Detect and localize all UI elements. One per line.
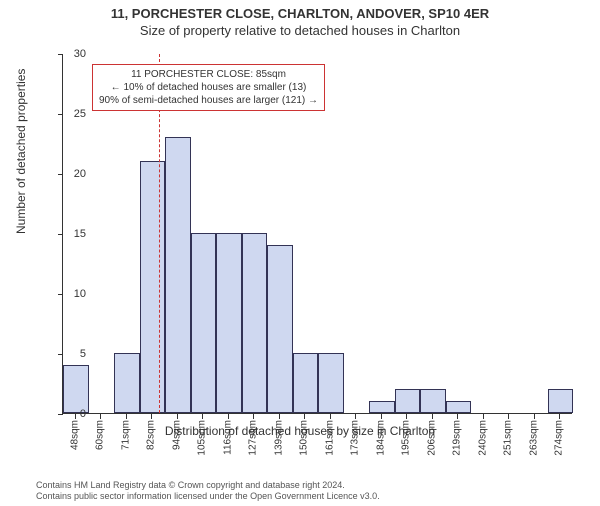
ytick-label: 0 xyxy=(46,408,86,420)
bar xyxy=(318,353,344,413)
xtick-mark xyxy=(151,414,152,419)
bar xyxy=(216,233,242,413)
xtick-mark xyxy=(330,414,331,419)
xtick-mark xyxy=(508,414,509,419)
xtick-mark xyxy=(228,414,229,419)
xtick-mark xyxy=(202,414,203,419)
annotation-line: 90% of semi-detached houses are larger (… xyxy=(99,94,318,107)
footer-line2: Contains public sector information licen… xyxy=(36,491,380,502)
ytick-label: 5 xyxy=(46,348,86,360)
xtick-mark xyxy=(534,414,535,419)
bar xyxy=(369,401,395,413)
xtick-mark xyxy=(177,414,178,419)
xtick-mark xyxy=(126,414,127,419)
ytick-label: 30 xyxy=(46,48,86,60)
footer-line1: Contains HM Land Registry data © Crown c… xyxy=(36,480,380,491)
bar xyxy=(140,161,166,413)
xtick-mark xyxy=(406,414,407,419)
bar xyxy=(114,353,140,413)
x-axis-label: Distribution of detached houses by size … xyxy=(0,424,600,438)
xtick-mark xyxy=(304,414,305,419)
page-title-line2: Size of property relative to detached ho… xyxy=(0,23,600,38)
xtick-mark xyxy=(279,414,280,419)
annotation-line: ← 10% of detached houses are smaller (13… xyxy=(99,81,318,94)
chart-container: 11 PORCHESTER CLOSE: 85sqm← 10% of detac… xyxy=(62,54,572,414)
xtick-mark xyxy=(559,414,560,419)
annotation-box: 11 PORCHESTER CLOSE: 85sqm← 10% of detac… xyxy=(92,64,325,111)
footer-attribution: Contains HM Land Registry data © Crown c… xyxy=(36,480,380,503)
xtick-mark xyxy=(432,414,433,419)
ytick-label: 10 xyxy=(46,288,86,300)
xtick-mark xyxy=(381,414,382,419)
xtick-mark xyxy=(100,414,101,419)
xtick-mark xyxy=(355,414,356,419)
bar xyxy=(548,389,574,413)
xtick-mark xyxy=(457,414,458,419)
xtick-mark xyxy=(483,414,484,419)
bar xyxy=(267,245,293,413)
y-axis-label: Number of detached properties xyxy=(14,69,28,234)
ytick-label: 25 xyxy=(46,108,86,120)
bar xyxy=(165,137,191,413)
bar xyxy=(293,353,319,413)
page-title-line1: 11, PORCHESTER CLOSE, CHARLTON, ANDOVER,… xyxy=(0,6,600,21)
bar xyxy=(191,233,217,413)
bar xyxy=(446,401,472,413)
bar xyxy=(420,389,446,413)
ytick-label: 15 xyxy=(46,228,86,240)
bar xyxy=(395,389,421,413)
ytick-label: 20 xyxy=(46,168,86,180)
bar xyxy=(242,233,268,413)
bar xyxy=(63,365,89,413)
xtick-mark xyxy=(253,414,254,419)
annotation-line: 11 PORCHESTER CLOSE: 85sqm xyxy=(99,68,318,81)
